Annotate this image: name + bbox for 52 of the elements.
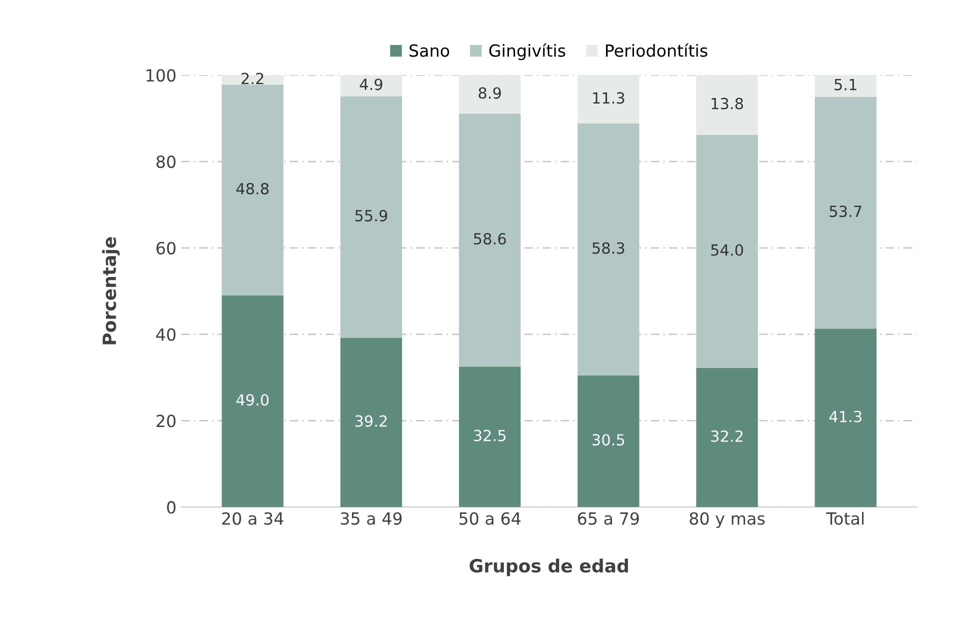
x-tick-label: 20 a 34	[222, 512, 284, 525]
bar	[222, 84, 284, 296]
data-label: 58.3	[592, 242, 624, 254]
bar	[578, 375, 640, 508]
y-tick-label: 60	[156, 242, 176, 254]
bar	[578, 123, 640, 376]
data-label: 49.0	[236, 394, 269, 406]
bar	[222, 295, 284, 508]
bar	[458, 75, 521, 114]
bar	[696, 75, 758, 135]
y-tick-label: 20	[156, 414, 176, 428]
y-axis-title: Porcentaje	[102, 237, 120, 344]
bar	[814, 96, 876, 329]
data-label: 55.9	[355, 210, 388, 222]
data-label: 30.5	[592, 434, 624, 446]
x-tick-label: Total	[826, 512, 864, 525]
y-tick-label: 80	[156, 155, 176, 168]
data-label: 4.9	[360, 78, 382, 90]
y-tick-label: 100	[146, 69, 176, 82]
data-label: 13.8	[712, 98, 743, 110]
bar	[814, 328, 876, 508]
data-label: 2.2	[242, 72, 264, 84]
data-label: 39.2	[355, 415, 387, 427]
bar	[458, 114, 521, 367]
bar	[340, 96, 402, 338]
x-axis-title: Grupos de edad	[470, 558, 628, 576]
legend-label: Sano	[410, 44, 450, 57]
legend-label: Periodontítis	[606, 43, 708, 57]
x-tick-label: 65 a 79	[578, 512, 639, 525]
data-label: 41.3	[829, 410, 862, 422]
bar	[578, 75, 640, 124]
data-label: 54.0	[711, 244, 744, 256]
data-label: 58.6	[474, 233, 506, 245]
bar	[696, 368, 758, 508]
bar	[458, 366, 521, 508]
bar	[696, 134, 758, 368]
bar	[340, 75, 402, 96]
bar	[814, 75, 876, 97]
data-label: 8.9	[478, 87, 501, 99]
bar	[340, 338, 402, 508]
x-tick-label: 35 a 49	[340, 512, 402, 525]
data-label: 11.3	[593, 92, 624, 104]
y-tick-label: 0	[167, 501, 176, 514]
data-label: 5.1	[834, 78, 856, 90]
x-tick-label: 80 y mas	[690, 512, 765, 528]
data-label: 32.2	[711, 430, 743, 442]
x-tick-label: 50 a 64	[459, 512, 520, 525]
data-label: 53.7	[830, 206, 862, 218]
data-label: 32.5	[474, 430, 506, 442]
legend-label: Gingivítis	[489, 43, 566, 60]
data-label: 48.8	[236, 182, 269, 194]
y-tick-label: 40	[156, 328, 176, 341]
